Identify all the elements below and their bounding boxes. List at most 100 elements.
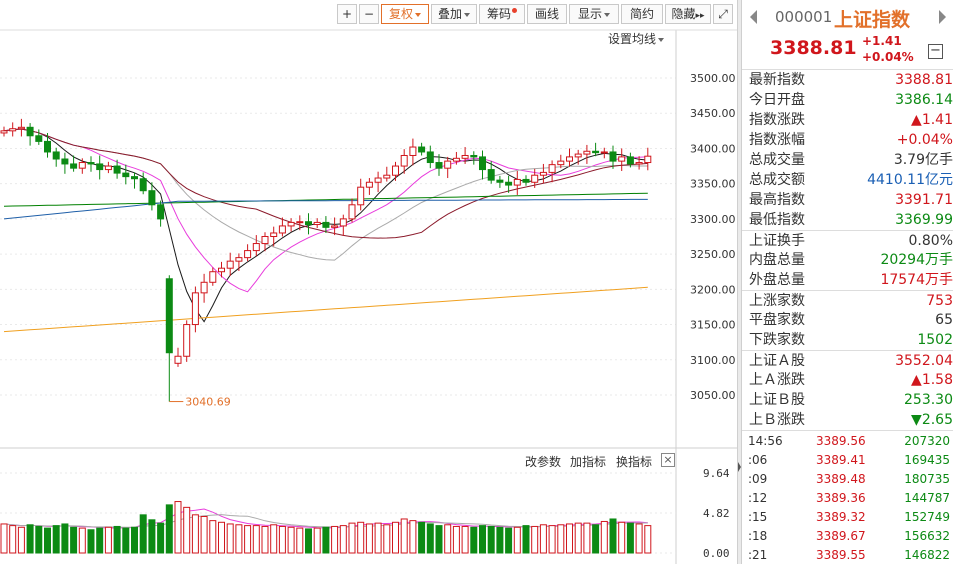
stat-label: 下跌家数 [749, 332, 805, 348]
volume-bar [357, 521, 365, 554]
volume-bar [574, 522, 582, 554]
candle-body [70, 163, 78, 169]
candle-body [157, 204, 165, 220]
volume-bar [44, 527, 51, 554]
stat-label: 今日开盘 [749, 92, 805, 108]
volume-bar [539, 524, 547, 554]
hide-label: 隐藏 [671, 7, 696, 21]
close-indicator-button[interactable]: × [661, 453, 675, 467]
kline-chart[interactable]: 3040.69 3500.00 3450.00 3400.00 3350.00 3300… [0, 0, 740, 564]
volume-bar [209, 520, 217, 554]
candle-body [531, 174, 539, 183]
set-ma-dropdown[interactable]: 设置均线 [608, 30, 665, 47]
candle-body [113, 165, 121, 174]
tick-row: :15 3389.32 152749 [742, 508, 953, 527]
tick-list[interactable]: 14:56 3389.56 207320:06 3389.41 169435 :09 338… [742, 430, 953, 565]
candle-body [322, 221, 330, 228]
volume-bar [183, 506, 191, 554]
candle-body [592, 150, 600, 154]
candle-body [400, 154, 408, 167]
volume-bar [383, 524, 391, 554]
panel-splitter[interactable] [737, 0, 742, 564]
tick-time: :06 [748, 453, 768, 467]
candle-body [487, 169, 495, 181]
edit-params-button[interactable]: 改参数 [525, 455, 562, 469]
tick-time: :09 [748, 472, 768, 486]
stat-value: ▲1.58 [911, 372, 953, 388]
candle-body [174, 355, 182, 364]
stat-value: 3369.99 [895, 212, 953, 228]
volume-bar [331, 525, 339, 554]
chips-button[interactable]: 筹码 [479, 4, 525, 24]
change-percent: +0.04% [862, 50, 914, 64]
index-code: 000001 [775, 8, 833, 26]
candle-body [165, 278, 173, 354]
stat-label: 上证Ａ股 [749, 353, 805, 369]
tick-row: :18 3389.67 156632 [742, 527, 953, 546]
next-arrow-icon[interactable] [939, 10, 946, 24]
volume-bar [0, 523, 8, 554]
stat-value: 3388.81 [895, 72, 953, 88]
candle-body [365, 181, 373, 188]
volume-bar [583, 522, 591, 554]
volume-bar [70, 526, 78, 554]
zoom-out-button[interactable]: − [359, 4, 379, 24]
volume-bar [226, 523, 234, 554]
candle-body [444, 160, 452, 169]
chart-panel[interactable]: 3040.69 3500.00 3450.00 3400.00 3350.00 3300… [0, 0, 740, 564]
tick-row: :06 3389.41 169435 [742, 451, 953, 470]
switch-indicator-button[interactable]: 换指标 [616, 455, 653, 469]
candle-body [244, 250, 252, 259]
volume-bar [513, 526, 521, 554]
candle-body [635, 162, 643, 165]
stat-row: 上证Ｂ股 253.30 [742, 390, 953, 410]
volume-tick-label: 9.64 [703, 467, 730, 480]
zoom-in-button[interactable]: + [337, 4, 357, 24]
fuquan-dropdown[interactable]: 复权 [381, 4, 429, 24]
candle-body [200, 281, 208, 294]
tick-price: 3389.48 [816, 472, 866, 486]
volume-bar [392, 521, 399, 554]
fullscreen-button[interactable]: ⤢ [713, 4, 733, 24]
overlay-dropdown[interactable]: 叠加 [431, 4, 477, 24]
candle-body [357, 186, 365, 206]
add-indicator-button[interactable]: 加指标 [570, 455, 607, 469]
stat-label: 最低指数 [749, 212, 805, 228]
volume-bar [400, 518, 408, 554]
stat-value: 3552.04 [895, 353, 953, 369]
candle-body [287, 221, 295, 227]
draw-line-button[interactable]: 画线 [527, 4, 567, 24]
chevron-down-icon [464, 12, 470, 17]
stat-row: 上涨家数 753 [742, 290, 953, 310]
stat-row: 总成交量 3.79亿手 [742, 150, 953, 170]
volume-bar [426, 523, 434, 554]
volume-bar [452, 525, 460, 554]
ma120-line [3, 198, 648, 220]
candle-body [35, 135, 43, 142]
volume-bar [592, 524, 600, 554]
candle-body [78, 162, 86, 169]
quote-stats: 最新指数 3388.81 今日开盘 3386.14 指数涨跌 ▲1.41 指数涨幅 +0.04… [742, 70, 953, 430]
low-price-label: 3040.69 [185, 396, 231, 409]
candle-body [270, 232, 278, 238]
volume-bar [191, 514, 199, 554]
ma10-line [3, 128, 648, 293]
tick-row: :12 3389.36 144787 [742, 489, 953, 508]
candle-body [600, 151, 608, 154]
volume-bar [505, 527, 513, 554]
change-value: +1.41 [862, 34, 902, 48]
prev-arrow-icon[interactable] [750, 10, 757, 24]
candle-body [583, 150, 591, 155]
candle-body [226, 260, 234, 269]
hide-button[interactable]: 隐藏▸▸ [665, 4, 711, 24]
collapse-button[interactable]: − [928, 44, 943, 59]
stat-value: ▲1.41 [911, 112, 953, 128]
stat-row: 指数涨跌 ▲1.41 [742, 110, 953, 130]
candle-body [209, 271, 217, 283]
price-tick-label: 3250.00 [690, 248, 736, 261]
tick-row: 14:56 3389.56 207320 [742, 432, 953, 451]
stat-label: 指数涨跌 [749, 112, 805, 128]
volume-bar [174, 501, 182, 554]
display-dropdown[interactable]: 显示 [569, 4, 619, 24]
simple-mode-button[interactable]: 简约 [621, 4, 663, 24]
